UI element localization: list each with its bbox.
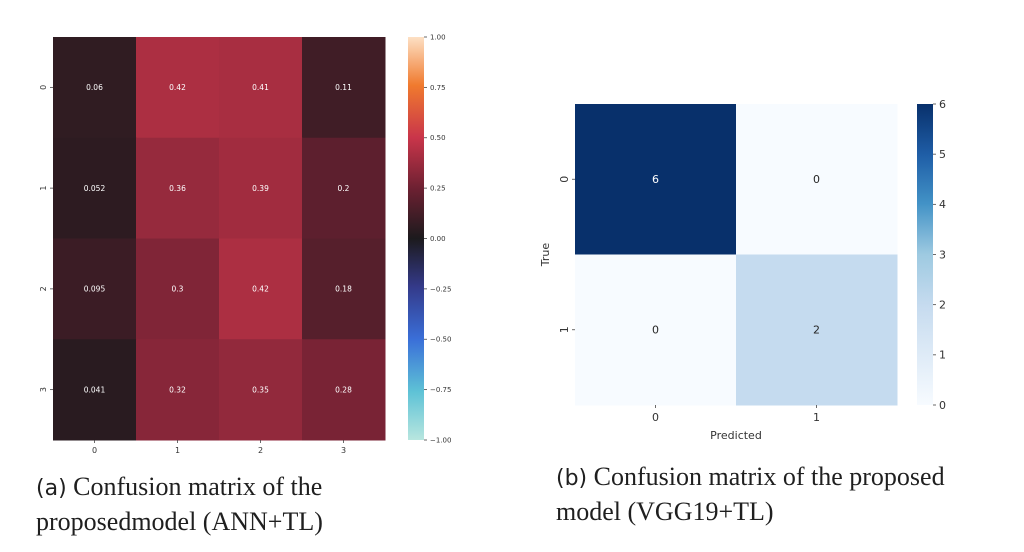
colorbar-tick-label: 0.75 (430, 84, 446, 92)
cell-value-label: 0.35 (252, 385, 269, 394)
heatmap-cell (219, 37, 303, 139)
cell-value-label: 0 (813, 173, 820, 186)
colorbar-tick-label: −0.75 (430, 386, 451, 394)
heatmap-cell (575, 254, 737, 406)
colorbar-tick-label: 1 (939, 349, 946, 362)
heatmap-cell (53, 339, 137, 441)
x-tick-label: 1 (813, 411, 820, 424)
colorbar-tick-label: 6 (939, 98, 946, 111)
cell-value-label: 0.32 (169, 385, 186, 394)
cell-value-label: 2 (813, 324, 820, 337)
colorbar-tick-label: 0.25 (430, 185, 446, 193)
heatmap-cell (53, 37, 137, 139)
heatmap-cell (302, 137, 386, 239)
y-tick-label: 0 (39, 85, 48, 90)
colorbar-tick-label: 1.00 (430, 33, 446, 41)
heatmap-cell (53, 137, 137, 239)
cell-value-label: 0.41 (252, 83, 269, 92)
colorbar-tick-label: −0.50 (430, 336, 451, 344)
caption-b-line1: Confusion matrix of the proposed (587, 462, 945, 491)
heatmap-cell (302, 339, 386, 441)
caption-a-line1: Confusion matrix of the (66, 472, 323, 501)
y-tick-label: 0 (558, 176, 571, 183)
heatmap-cell (302, 37, 386, 139)
heatmap-cell (219, 339, 303, 441)
cell-value-label: 0.36 (169, 184, 186, 193)
y-tick-label: 1 (558, 326, 571, 333)
heatmap-cell (136, 339, 220, 441)
colorbar-tick-label: −0.25 (430, 285, 451, 293)
cell-value-label: 0.095 (84, 285, 106, 294)
heatmap-cell (136, 137, 220, 239)
colorbar-tick-label: 0.00 (430, 235, 446, 243)
heatmap-cell (136, 238, 220, 340)
heatmap-cell (736, 254, 898, 406)
cell-value-label: 0.39 (252, 184, 269, 193)
caption-a: (a) Confusion matrix of the proposedmode… (36, 470, 416, 538)
x-tick-label: 2 (258, 446, 263, 455)
y-tick-label: 1 (39, 186, 48, 191)
heatmap-cell (219, 238, 303, 340)
colorbar-tick-label: −1.00 (430, 436, 451, 444)
colorbar-tick-label: 5 (939, 148, 946, 161)
colorbar (917, 104, 933, 405)
cell-value-label: 0.2 (338, 184, 350, 193)
caption-b-line2: model (VGG19+TL) (556, 497, 774, 526)
heatmap-cell (302, 238, 386, 340)
caption-b-tag: (b) (556, 466, 588, 491)
cell-value-label: 0.18 (335, 285, 352, 294)
y-tick-label: 2 (39, 286, 48, 291)
caption-a-tag: (a) (36, 476, 67, 501)
colorbar-tick-label: 4 (939, 198, 946, 211)
cell-value-label: 0.06 (86, 83, 103, 92)
x-tick-label: 1 (175, 446, 180, 455)
cell-value-label: 0.052 (84, 184, 106, 193)
cell-value-label: 0 (652, 324, 659, 337)
cell-value-label: 6 (652, 173, 659, 186)
colorbar-tick-label: 2 (939, 299, 946, 312)
confusion-matrix-vgg19: 6 0 0 2 0 1 0 1 Predicted True 6 5 4 3 2 1 0 (539, 98, 946, 442)
y-axis-label: True (539, 243, 552, 268)
colorbar-tick-label: 0 (939, 399, 946, 412)
heatmap-cell (575, 104, 737, 255)
heatmap-cell (736, 104, 898, 255)
heatmap-cell (53, 238, 137, 340)
x-axis-label: Predicted (710, 429, 762, 442)
x-tick-label: 0 (92, 446, 97, 455)
cell-value-label: 0.3 (172, 285, 184, 294)
caption-a-line2: proposedmodel (ANN+TL) (36, 507, 323, 536)
colorbar-tick-label: 0.50 (430, 134, 446, 142)
y-tick-label: 3 (39, 387, 48, 392)
caption-b: (b) Confusion matrix of the proposed mod… (556, 460, 1016, 528)
x-tick-label: 0 (652, 411, 659, 424)
colorbar (408, 37, 424, 440)
heatmap-cell (219, 137, 303, 239)
cell-value-label: 0.42 (252, 285, 269, 294)
heatmap-cell (136, 37, 220, 139)
cell-value-label: 0.041 (84, 385, 106, 394)
cell-value-label: 0.28 (335, 385, 352, 394)
colorbar-tick-label: 3 (939, 248, 946, 261)
x-tick-label: 3 (341, 446, 346, 455)
cell-value-label: 0.42 (169, 83, 186, 92)
cell-value-label: 0.11 (335, 83, 352, 92)
confusion-matrix-ann: 0.06 0.42 0.41 0.11 0.052 0.36 0.39 0.2 0.095 0.3… (39, 33, 451, 455)
